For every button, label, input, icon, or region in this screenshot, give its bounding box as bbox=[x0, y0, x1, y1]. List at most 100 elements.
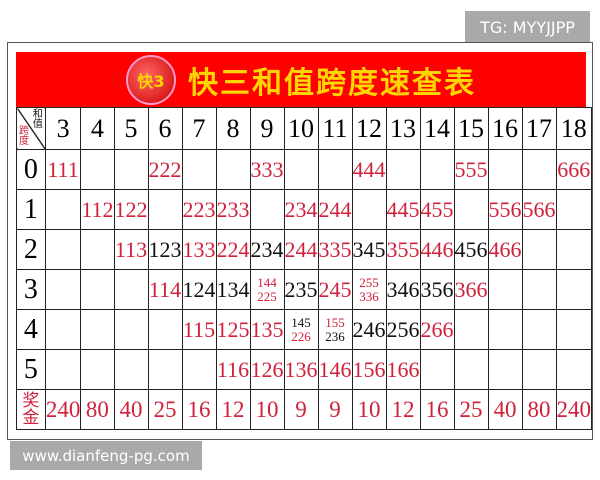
combo-value: 225 bbox=[257, 288, 277, 304]
combo-value: 145 bbox=[291, 314, 311, 330]
combo-value: 255 bbox=[359, 274, 379, 290]
table-cell bbox=[521, 149, 557, 190]
table-cell bbox=[351, 189, 387, 230]
table-cell bbox=[80, 149, 115, 190]
span-header: 1 bbox=[16, 189, 46, 230]
table-cell bbox=[113, 349, 149, 390]
combo-value: 266 bbox=[420, 316, 454, 342]
table-cell bbox=[487, 149, 523, 190]
table-cell: 233 bbox=[215, 189, 251, 230]
combo-value: 136 bbox=[284, 356, 318, 382]
combo-value: 234 bbox=[284, 196, 318, 222]
table-cell: 234 bbox=[249, 229, 285, 270]
table-row: 3 114 124 134 144 225 235 245 255 336 346 356 366 bbox=[16, 269, 592, 310]
table-cell: 115 bbox=[181, 309, 217, 350]
site-watermark: www.dianfeng-pg.com bbox=[10, 441, 202, 470]
combo-value: 111 bbox=[47, 156, 79, 182]
combo-value: 146 bbox=[318, 356, 352, 382]
table-cell: 355 bbox=[385, 229, 421, 270]
table-cell bbox=[44, 349, 82, 390]
table-cell bbox=[215, 149, 251, 190]
prize-value: 80 bbox=[80, 389, 115, 430]
prize-value: 25 bbox=[147, 389, 183, 430]
combo-value: 115 bbox=[182, 316, 216, 342]
sum-header: 3 bbox=[44, 107, 82, 150]
table-cell: 125 bbox=[215, 309, 251, 350]
table-cell bbox=[147, 309, 183, 350]
combo-value: 456 bbox=[454, 236, 488, 262]
lookup-table-card: 快3 快三和值跨度速查表 和值 跨度 3 4 5 6 7 8 9 10 11 12 13 14 15 16 17… bbox=[7, 42, 593, 440]
table-cell: 466 bbox=[487, 229, 523, 270]
combo-value: 116 bbox=[216, 356, 250, 382]
combo-value: 112 bbox=[81, 196, 114, 222]
prize-value: 40 bbox=[487, 389, 523, 430]
table-cell: 116 bbox=[215, 349, 251, 390]
table-cell: 556 bbox=[487, 189, 523, 230]
table-cell: 124 bbox=[181, 269, 217, 310]
combo-value: 666 bbox=[557, 156, 591, 182]
table-cell: 114 bbox=[147, 269, 183, 310]
corner-sum-label: 和值 bbox=[32, 109, 43, 130]
table-cell: 446 bbox=[419, 229, 455, 270]
table-cell: 235 bbox=[283, 269, 319, 310]
combo-value: 125 bbox=[216, 316, 250, 342]
combo-value: 346 bbox=[386, 276, 420, 302]
table-row: 4 115 125 135 145 226 155 236 246 256 266 bbox=[16, 309, 592, 350]
table-cell bbox=[453, 349, 489, 390]
table-cell: 256 bbox=[385, 309, 421, 350]
table-cell: 224 bbox=[215, 229, 251, 270]
combo-value: 245 bbox=[318, 276, 352, 302]
table-cell: 122 bbox=[113, 189, 149, 230]
corner-cell: 和值 跨度 bbox=[16, 107, 46, 150]
table-cell bbox=[385, 149, 421, 190]
prize-value: 9 bbox=[317, 389, 353, 430]
sum-header: 7 bbox=[181, 107, 217, 150]
combo-value: 123 bbox=[148, 236, 182, 262]
table-cell bbox=[487, 309, 523, 350]
table-cell bbox=[283, 149, 319, 190]
table-cell: 126 bbox=[249, 349, 285, 390]
combo-value: 113 bbox=[114, 236, 148, 262]
table-cell: 135 bbox=[249, 309, 285, 350]
table-cell bbox=[44, 269, 82, 310]
combo-value: 126 bbox=[250, 356, 284, 382]
prize-value: 12 bbox=[215, 389, 251, 430]
sum-header: 4 bbox=[80, 107, 115, 150]
combo-value: 355 bbox=[386, 236, 420, 262]
sum-header: 14 bbox=[419, 107, 455, 150]
table-cell: 144 225 bbox=[249, 269, 285, 310]
table-cell: 111 bbox=[44, 149, 82, 190]
table-row: 1 112 122 223 233 234 244 445 455 556 566 bbox=[16, 189, 592, 230]
combo-value: 155 bbox=[325, 314, 345, 330]
table-cell bbox=[453, 309, 489, 350]
prize-value: 240 bbox=[44, 389, 82, 430]
combo-value: 246 bbox=[352, 316, 386, 342]
combo-value: 156 bbox=[352, 356, 386, 382]
table-cell bbox=[487, 349, 523, 390]
table-cell bbox=[113, 149, 149, 190]
table-cell bbox=[555, 229, 592, 270]
table-cell: 136 bbox=[283, 349, 319, 390]
table-cell bbox=[555, 349, 592, 390]
prize-value: 16 bbox=[181, 389, 217, 430]
sum-header: 12 bbox=[351, 107, 387, 150]
table-cell: 356 bbox=[419, 269, 455, 310]
table-cell: 134 bbox=[215, 269, 251, 310]
table-row: 0 111 222 333 444 555 666 bbox=[16, 149, 592, 190]
table-cell: 445 bbox=[385, 189, 421, 230]
table-cell bbox=[453, 189, 489, 230]
table-cell: 333 bbox=[249, 149, 285, 190]
table-cell: 156 bbox=[351, 349, 387, 390]
table-cell bbox=[181, 149, 217, 190]
table-cell: 246 bbox=[351, 309, 387, 350]
combo-value: 226 bbox=[291, 328, 311, 344]
combo-value: 356 bbox=[420, 276, 454, 302]
sum-header: 6 bbox=[147, 107, 183, 150]
table-cell bbox=[419, 349, 455, 390]
page-title: 快三和值跨度速查表 bbox=[188, 65, 476, 101]
combo-value: 222 bbox=[148, 156, 182, 182]
sum-header: 16 bbox=[487, 107, 523, 150]
table-cell bbox=[147, 349, 183, 390]
span-header: 3 bbox=[16, 269, 46, 310]
span-header: 2 bbox=[16, 229, 46, 270]
